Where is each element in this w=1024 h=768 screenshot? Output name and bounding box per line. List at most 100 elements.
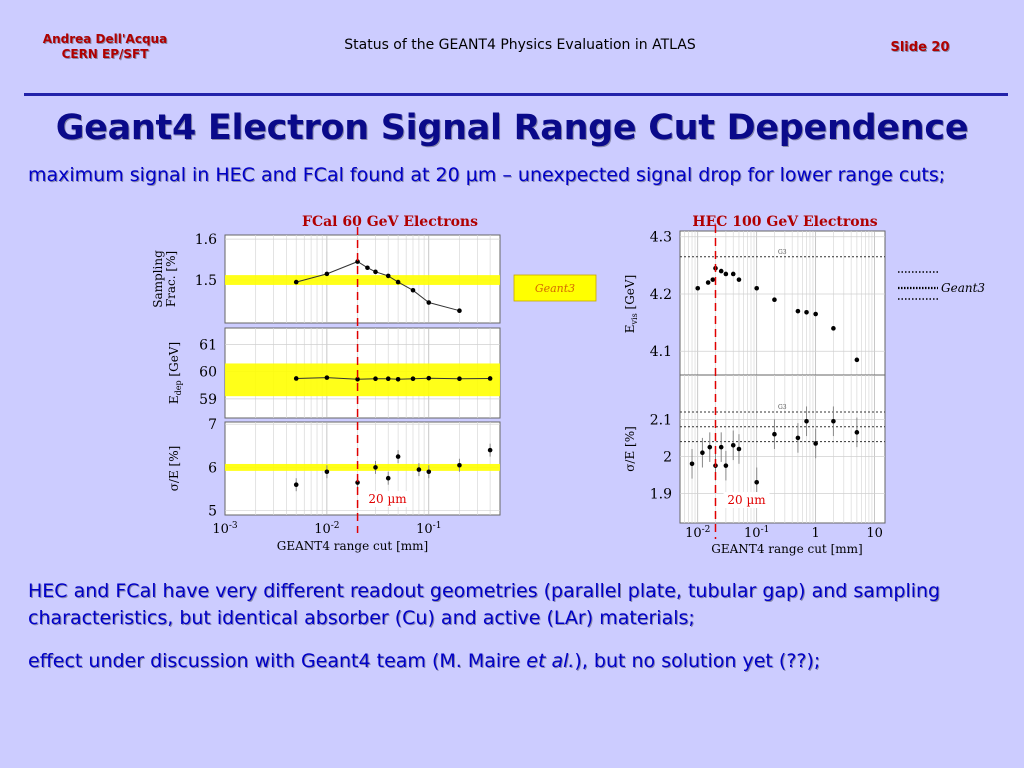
data-point xyxy=(723,271,729,277)
data-point xyxy=(700,450,705,455)
x-tick-label: 1 xyxy=(812,526,820,541)
data-point xyxy=(293,376,299,381)
intro-text: maximum signal in HEC and FCal found at … xyxy=(28,164,946,186)
data-point xyxy=(795,308,801,314)
data-point xyxy=(754,285,760,291)
data-point xyxy=(705,280,711,285)
hec-chart-title: HEC 100 GeV Electrons xyxy=(692,214,877,230)
y-tick-label: 1.6 xyxy=(195,232,217,248)
slide-title: Geant4 Electron Signal Range Cut Depende… xyxy=(55,108,969,148)
data-point xyxy=(718,268,724,274)
y-tick-label: 5 xyxy=(208,504,217,520)
data-point xyxy=(373,269,378,275)
data-point xyxy=(385,273,391,279)
y-tick-label: 4.2 xyxy=(650,287,672,303)
y-tick-label: 4.3 xyxy=(650,230,672,246)
data-point xyxy=(854,430,860,435)
slide-number: Slide 20 xyxy=(890,40,950,55)
data-point xyxy=(324,469,330,475)
y-tick-label: 6 xyxy=(208,460,217,476)
cut-label-bg xyxy=(365,491,410,507)
data-point xyxy=(689,461,695,467)
author-affiliation: CERN EP/SFT xyxy=(61,47,149,61)
data-point xyxy=(695,285,701,291)
header-divider xyxy=(24,93,1008,96)
fit-curve xyxy=(296,261,460,312)
y-axis-label: Evis [GeV] xyxy=(623,275,639,333)
data-point xyxy=(324,375,330,380)
geant3-band xyxy=(225,275,500,285)
data-point xyxy=(426,300,432,305)
x-tick-label: 10-2 xyxy=(314,521,339,537)
data-point xyxy=(736,277,742,282)
data-point xyxy=(293,482,299,488)
data-point xyxy=(487,447,493,453)
legend-swatch xyxy=(513,274,597,302)
data-point xyxy=(854,357,860,363)
data-point xyxy=(373,465,378,470)
y-tick-label: 1.9 xyxy=(650,486,672,502)
y-tick-label: 61 xyxy=(199,337,217,353)
fcal-chart: FCal 60 GeV Electrons 1.6 1.5 61 60 59 7 6 5 Samp… xyxy=(151,214,597,553)
data-point xyxy=(754,480,760,485)
y-tick-label: 7 xyxy=(208,417,217,433)
data-point xyxy=(723,463,729,468)
author-name: Andrea Dell'Acqua xyxy=(42,32,168,46)
cut-label: 20 µm xyxy=(727,493,766,507)
x-axis-label: GEANT4 range cut [mm] xyxy=(277,539,428,553)
x-tick-label: 10-3 xyxy=(212,521,238,537)
fit-curve xyxy=(296,377,491,380)
hec-chart: HEC 100 GeV Electrons 4.3 4.2 4.1 G3 2.1 2 1.9 G… xyxy=(623,214,985,556)
data-point xyxy=(355,259,360,264)
geant3-band xyxy=(225,463,500,471)
data-point xyxy=(813,441,818,446)
data-point xyxy=(410,287,416,293)
data-point xyxy=(416,467,422,472)
x-axis-label: GEANT4 range cut [mm] xyxy=(711,542,862,556)
x-tick-label: 10-1 xyxy=(416,521,441,537)
y-tick-label: 2 xyxy=(663,449,672,465)
data-point xyxy=(324,271,330,277)
x-tick-label: 10-1 xyxy=(744,525,769,541)
data-point xyxy=(385,475,391,481)
fcal-chart-title: FCal 60 GeV Electrons xyxy=(302,214,478,230)
header-title: Status of the GEANT4 Physics Evaluation … xyxy=(344,37,696,53)
data-point xyxy=(457,308,462,314)
y-axis-label: σ/E [%] xyxy=(167,446,181,492)
x-tick-label: 10 xyxy=(866,526,883,541)
data-point xyxy=(355,376,360,382)
y-tick-label: 60 xyxy=(199,365,217,381)
legend-label: Geant3 xyxy=(535,282,575,295)
y-axis-label: SamplingFrac. [%] xyxy=(151,250,178,308)
author-block: Andrea Dell'Acqua CERN EP/SFT xyxy=(30,32,180,62)
cut-label-bg xyxy=(723,492,770,508)
data-point xyxy=(804,418,809,424)
data-point xyxy=(426,375,432,381)
cut-label: 20 µm xyxy=(368,492,407,506)
data-point xyxy=(373,376,378,382)
y-axis-label: Edep [GeV] xyxy=(167,342,183,404)
bottom-text-2-pre: effect under discussion with Geant4 team… xyxy=(28,650,527,672)
data-point xyxy=(831,418,836,424)
data-point xyxy=(804,310,809,315)
y-axis-label: σ/E [%] xyxy=(623,426,637,472)
data-point xyxy=(457,376,462,382)
data-point xyxy=(457,462,462,468)
data-point xyxy=(355,480,360,485)
bottom-text-discussion: effect under discussion with Geant4 team… xyxy=(28,648,998,675)
g3-mark: G3 xyxy=(778,249,787,256)
data-point xyxy=(730,443,736,448)
data-point xyxy=(718,444,724,450)
data-point xyxy=(395,454,401,459)
g3-mark: G3 xyxy=(778,404,787,411)
data-point xyxy=(813,311,818,317)
data-point xyxy=(395,376,401,382)
y-tick-label: 59 xyxy=(199,392,217,408)
data-point xyxy=(710,277,716,282)
data-point xyxy=(385,376,391,382)
y-tick-label: 1.5 xyxy=(195,273,217,289)
data-point xyxy=(772,297,777,303)
y-tick-label: 4.1 xyxy=(650,344,672,360)
data-point xyxy=(487,376,493,381)
data-point xyxy=(293,279,299,285)
